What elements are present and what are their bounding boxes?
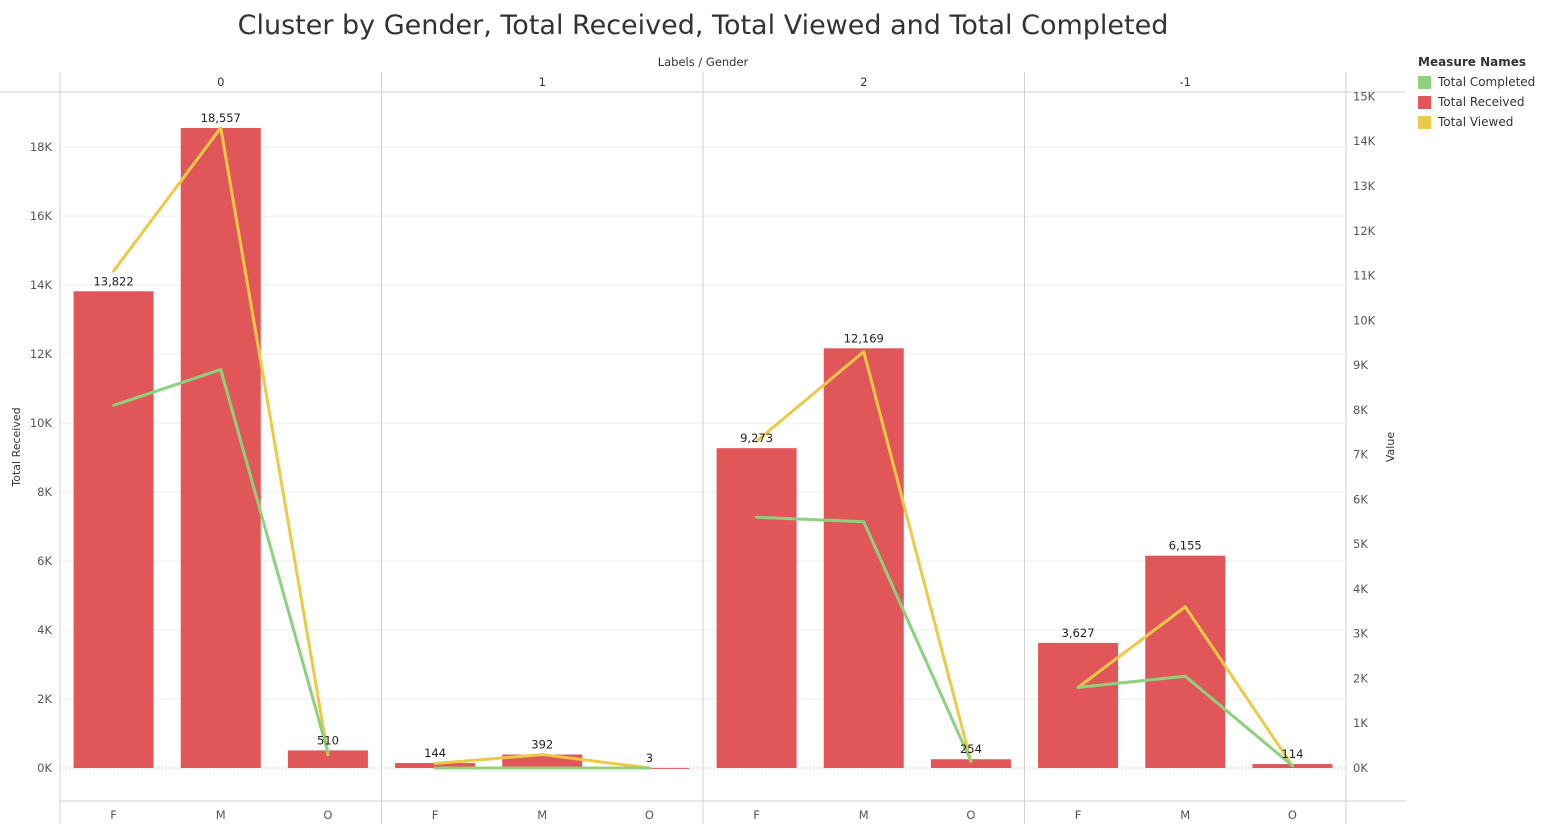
left-tick-label: 18K — [30, 140, 53, 154]
right-axis-title: Value — [1384, 432, 1397, 462]
gender-tick-label: O — [966, 808, 975, 822]
right-tick-label: 12K — [1353, 224, 1376, 238]
gender-tick-label: M — [1180, 808, 1190, 822]
bar-total-received — [1038, 642, 1119, 768]
right-tick-label: 9K — [1353, 358, 1368, 372]
right-tick-label: 6K — [1353, 492, 1368, 506]
left-tick-label: 8K — [37, 485, 52, 499]
legend[interactable]: Measure Names Total Completed Total Rece… — [1418, 55, 1535, 132]
right-tick-label: 13K — [1353, 179, 1376, 193]
right-tick-label: 14K — [1353, 134, 1376, 148]
legend-item-total-received[interactable]: Total Received — [1418, 92, 1535, 112]
right-tick-label: 10K — [1353, 313, 1376, 327]
bar-total-received — [73, 291, 154, 768]
bar-data-label: 254 — [960, 742, 982, 756]
line-total-viewed — [1076, 605, 1294, 768]
right-tick-label: 1K — [1353, 716, 1368, 730]
legend-swatch-total-received — [1418, 95, 1431, 109]
line-total-viewed — [433, 753, 651, 770]
right-tick-label: 11K — [1353, 269, 1376, 283]
legend-swatch-total-viewed — [1418, 115, 1431, 129]
right-tick-label: 8K — [1353, 403, 1368, 417]
gender-tick-label: M — [859, 808, 869, 822]
gender-tick-label: O — [1288, 808, 1297, 822]
gender-tick-label: M — [537, 808, 547, 822]
left-tick-label: 0K — [37, 761, 52, 775]
left-tick-label: 16K — [30, 209, 53, 223]
right-tick-label: 2K — [1353, 671, 1368, 685]
bar-data-label: 3,627 — [1062, 626, 1095, 640]
bar-total-received — [287, 750, 368, 768]
gender-tick-label: O — [645, 808, 654, 822]
bar-total-received — [716, 448, 797, 768]
bar-total-received — [823, 348, 904, 768]
bar-data-label: 13,822 — [93, 274, 133, 288]
legend-label-total-viewed: Total Viewed — [1438, 115, 1514, 129]
bar-total-received — [930, 759, 1011, 768]
right-tick-label: 15K — [1353, 89, 1376, 103]
left-tick-label: 14K — [30, 278, 53, 292]
left-tick-label: 4K — [37, 623, 52, 637]
chart-title: Cluster by Gender, Total Received, Total… — [238, 10, 1169, 41]
line-total-completed — [1076, 674, 1294, 768]
legend-item-total-viewed[interactable]: Total Viewed — [1418, 112, 1535, 132]
legend-label-total-completed: Total Completed — [1438, 75, 1536, 89]
gender-tick-label: O — [323, 808, 332, 822]
bar-data-label: 510 — [317, 733, 339, 747]
gender-tick-label: F — [753, 808, 760, 822]
bar-total-received — [1145, 555, 1226, 768]
bar-data-label: 3 — [646, 751, 653, 765]
bar-data-label: 114 — [1281, 747, 1303, 761]
panel-header: 0 — [217, 75, 224, 89]
line-total-viewed — [112, 126, 330, 757]
bar-total-received — [180, 127, 261, 769]
gender-tick-label: F — [110, 808, 117, 822]
left-tick-label: 12K — [30, 347, 53, 361]
right-tick-label: 7K — [1353, 448, 1368, 462]
bar-data-label: 392 — [531, 737, 553, 751]
column-header-title: Labels / Gender — [658, 55, 749, 69]
line-total-completed — [755, 515, 973, 763]
bar-data-label: 9,273 — [740, 431, 773, 445]
line-total-completed — [112, 368, 330, 754]
legend-title: Measure Names — [1418, 55, 1527, 69]
panel-header: 1 — [539, 75, 546, 89]
right-tick-label: 0K — [1353, 761, 1368, 775]
gender-tick-label: M — [216, 808, 226, 822]
right-tick-label: 5K — [1353, 537, 1368, 551]
panel-header: -1 — [1180, 75, 1191, 89]
left-tick-label: 10K — [30, 416, 53, 430]
legend-label-total-received: Total Received — [1438, 95, 1525, 109]
left-axis-title: Total Received — [10, 407, 23, 487]
right-tick-label: 3K — [1353, 627, 1368, 641]
bar-data-label: 18,557 — [201, 111, 241, 125]
legend-item-total-completed[interactable]: Total Completed — [1418, 72, 1535, 92]
left-tick-label: 2K — [37, 692, 52, 706]
bar-data-label: 144 — [424, 746, 446, 760]
bar-data-label: 6,155 — [1169, 539, 1202, 553]
bar-data-label: 12,169 — [844, 331, 884, 345]
gender-tick-label: F — [432, 808, 439, 822]
gender-tick-label: F — [1075, 808, 1082, 822]
right-tick-label: 4K — [1353, 582, 1368, 596]
left-tick-label: 6K — [37, 554, 52, 568]
legend-swatch-total-completed — [1418, 75, 1431, 89]
line-total-viewed — [755, 350, 973, 763]
panel-header: 2 — [860, 75, 867, 89]
bar-total-received — [395, 763, 476, 768]
